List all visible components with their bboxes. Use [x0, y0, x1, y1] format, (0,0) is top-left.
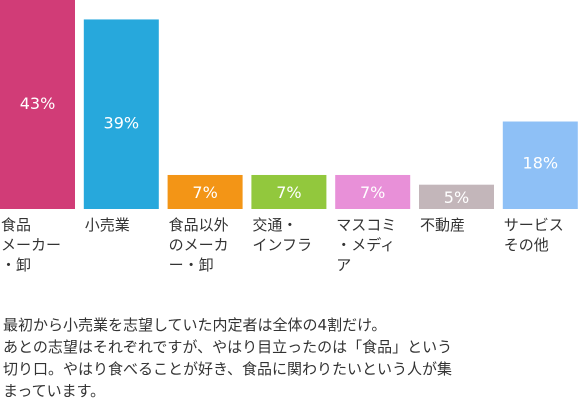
category-label-3: 交通・ インフラ — [252, 216, 312, 254]
category-label-4: マスコミ ・メディ ア — [336, 216, 397, 274]
value-label-1: 39% — [104, 113, 140, 132]
value-label-0: 43% — [20, 94, 56, 113]
category-label-0: 食品 メーカー ・卸 — [1, 216, 62, 274]
bar-6 — [502, 121, 578, 209]
bar-3 — [251, 174, 327, 209]
value-label-5: 5% — [444, 188, 469, 207]
bar-4 — [335, 174, 411, 209]
category-label-6: サービス その他 — [503, 216, 564, 254]
caption-text: 最初から小売業を志望していた内定者は全体の4割だけ。 あとの志望はそれぞれですが… — [3, 316, 453, 400]
bar-2 — [167, 174, 243, 209]
category-label-1: 小売業 — [84, 216, 130, 234]
bar-5 — [419, 184, 494, 209]
bar-1 — [83, 19, 159, 209]
value-label-6: 18% — [523, 154, 559, 173]
category-label-5: 不動産 — [420, 216, 466, 234]
value-label-3: 7% — [276, 183, 301, 202]
bar-chart: 43% 39% 7% 7% 7% 5% 18% — [0, 0, 578, 209]
value-label-4: 7% — [360, 183, 385, 202]
value-label-2: 7% — [192, 183, 217, 202]
bar-0 — [0, 0, 75, 209]
category-label-2: 食品以外 のメーカ ー・卸 — [168, 216, 229, 274]
